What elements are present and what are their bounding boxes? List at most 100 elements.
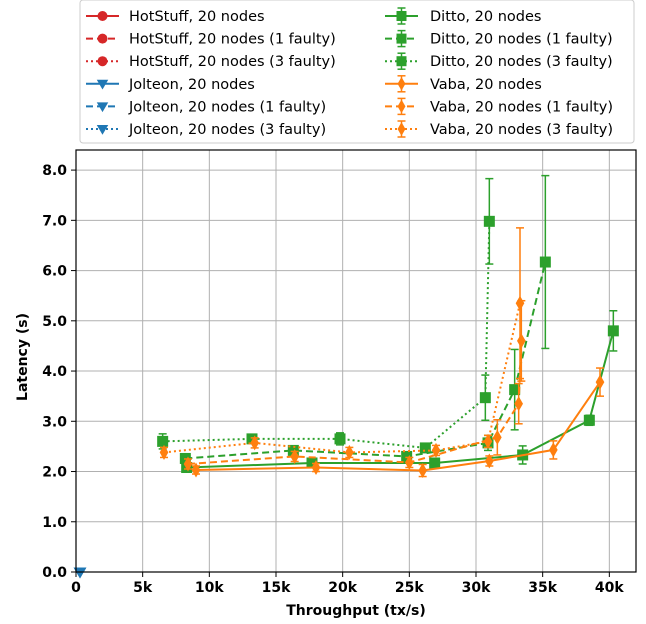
data-point (191, 462, 201, 478)
legend-marker (96, 79, 109, 90)
y-tick-label: 2.0 (42, 465, 67, 481)
x-axis-title: Throughput (tx/s) (286, 603, 426, 619)
x-tick-label: 40k (595, 580, 624, 596)
legend-box (79, 0, 635, 144)
data-point (157, 435, 169, 447)
data-point (515, 295, 525, 311)
data-point (549, 442, 558, 458)
legend-item: Ditto, 20 nodes (3 faulty) (385, 52, 613, 70)
x-tick-label: 25k (395, 580, 424, 596)
data-point (429, 457, 441, 469)
legend-marker (396, 11, 407, 21)
legend-label: Ditto, 20 nodes (1 faulty) (430, 32, 613, 48)
legend-marker (397, 76, 406, 91)
y-tick-label: 4.0 (42, 364, 67, 380)
series-8 (157, 177, 495, 454)
legend-item: HotStuff, 20 nodes (3 faulty) (86, 54, 336, 70)
legend-item: Ditto, 20 nodes (1 faulty) (385, 29, 613, 48)
legend-item: Ditto, 20 nodes (385, 7, 541, 25)
legend-label: HotStuff, 20 nodes (129, 9, 265, 25)
data-point (250, 435, 259, 451)
series-7 (179, 174, 551, 464)
data-point (607, 325, 619, 337)
data-point (483, 215, 495, 227)
legend-label: Vaba, 20 nodes (430, 77, 542, 93)
legend-marker (97, 56, 108, 67)
legend-label: HotStuff, 20 nodes (1 faulty) (129, 32, 336, 48)
legend-item: Jolteon, 20 nodes (1 faulty) (86, 99, 326, 115)
legend-marker (397, 122, 406, 136)
series-line (163, 303, 521, 454)
series-line (186, 330, 615, 469)
grid (75, 150, 636, 573)
legend-item: Jolteon, 20 nodes (3 faulty) (86, 122, 326, 138)
data-point (514, 396, 523, 412)
data-point (345, 444, 354, 460)
legend-item: Vaba, 20 nodes (1 faulty) (385, 97, 613, 115)
data-point (246, 433, 258, 445)
legend-item: Vaba, 20 nodes (385, 75, 542, 93)
series-10 (183, 299, 526, 472)
data-point (183, 456, 193, 472)
legend-label: Ditto, 20 nodes (430, 9, 541, 25)
legend-label: Jolteon, 20 nodes (1 faulty) (128, 99, 326, 115)
series-line (185, 261, 547, 460)
y-tick-label: 6.0 (42, 264, 67, 280)
data-point (431, 442, 441, 458)
series-line (195, 381, 601, 472)
y-tick-label: 8.0 (42, 163, 67, 179)
legend-item: HotStuff, 20 nodes (86, 9, 265, 25)
y-tick-label: 5.0 (42, 314, 67, 330)
legend-marker (96, 124, 109, 135)
x-tick-label: 0 (71, 580, 81, 596)
data-point (479, 392, 491, 404)
y-tick-label: 1.0 (42, 515, 67, 531)
legend-marker (396, 33, 407, 44)
y-tick-label: 3.0 (42, 414, 67, 430)
data-point (73, 567, 87, 579)
series-5 (73, 567, 87, 579)
plot-frame (75, 149, 637, 573)
x-tick-label: 20k (328, 580, 357, 596)
legend-item: HotStuff, 20 nodes (1 faulty) (86, 32, 336, 48)
data-point (287, 444, 299, 456)
y-tick-label: 0.0 (42, 565, 67, 581)
data-point (419, 442, 431, 454)
data-point (418, 463, 427, 479)
legend-label: HotStuff, 20 nodes (3 faulty) (129, 54, 336, 70)
legend-marker (397, 99, 406, 114)
legend-label: Jolteon, 20 nodes (128, 77, 255, 93)
legend-item: Jolteon, 20 nodes (86, 77, 255, 93)
legend-item: Vaba, 20 nodes (3 faulty) (385, 120, 613, 138)
data-point (159, 444, 169, 460)
y-axis-title: Latency (s) (15, 313, 31, 401)
data-point (493, 429, 502, 445)
data-point (334, 433, 346, 445)
x-tick-label: 5k (133, 580, 153, 596)
x-tick-label: 35k (528, 580, 557, 596)
legend-label: Vaba, 20 nodes (1 faulty) (430, 99, 613, 115)
legend-marker (396, 56, 407, 67)
data-point (517, 333, 526, 349)
legend: HotStuff, 20 nodes HotStuff, 20 nodes (1 … (79, 0, 635, 144)
data-point (483, 433, 493, 449)
data-point (405, 454, 414, 470)
data-point (290, 448, 299, 464)
series-line (187, 340, 523, 465)
data-point (583, 414, 595, 426)
data-point (485, 453, 494, 469)
series-11 (159, 227, 525, 460)
x-tick-label: 30k (462, 580, 491, 596)
legend-marker (96, 102, 109, 113)
legend-marker (97, 11, 108, 21)
y-tick-label: 7.0 (42, 213, 67, 229)
series-line (162, 221, 491, 449)
legend-label: Ditto, 20 nodes (3 faulty) (430, 54, 613, 70)
legend-label: Vaba, 20 nodes (3 faulty) (430, 122, 613, 138)
y-axis: 0.0 1.0 2.0 3.0 4.0 5.0 6.0 7.0 8.0 (42, 163, 76, 581)
x-axis: 0 5k 10k 15k 20k 25k 30k 35k 40k (71, 572, 624, 596)
x-tick-label: 10k (195, 580, 224, 596)
data-point (509, 384, 521, 396)
series-9 (191, 367, 605, 479)
